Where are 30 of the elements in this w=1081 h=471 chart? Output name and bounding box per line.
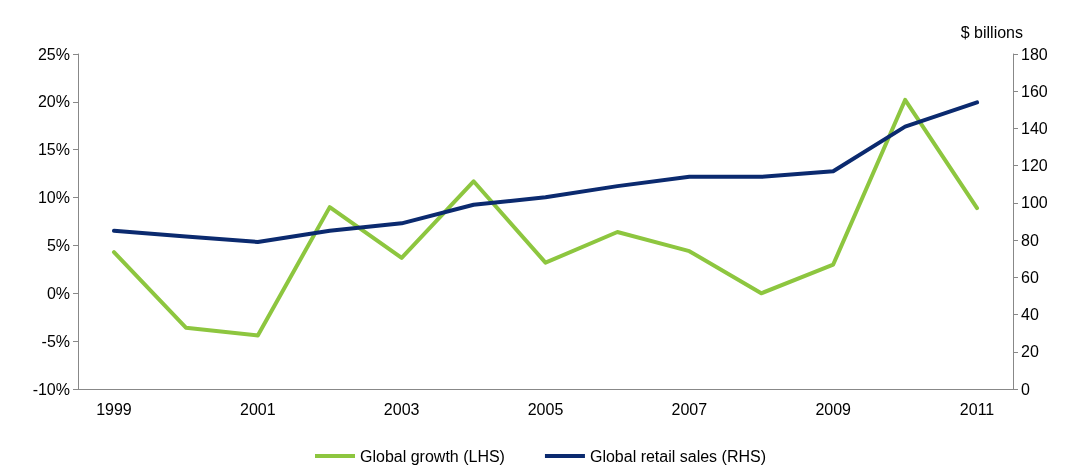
- y2-tick-label: 20: [1021, 343, 1039, 361]
- x-tick-label: 2005: [527, 400, 564, 418]
- line-series: [111, 100, 980, 244]
- y2-tick-label: 120: [1021, 157, 1048, 175]
- x-tick-label: 1999: [96, 400, 132, 418]
- y-tick-label: -5%: [41, 332, 70, 350]
- y2-tick-label: 0: [1021, 380, 1030, 398]
- y-tick-label: 10%: [37, 189, 70, 207]
- x-tick-label: 2009: [815, 400, 852, 418]
- legend-label: Global retail sales (RHS): [589, 447, 767, 465]
- line-series: [111, 97, 980, 338]
- y2-axis-title: $ billions: [960, 23, 1023, 41]
- y2-tick-label: 140: [1021, 119, 1048, 137]
- y-tick-label: 20%: [37, 93, 70, 111]
- y2-tick-label: 180: [1021, 45, 1048, 63]
- x-tick-label: 2007: [671, 400, 708, 418]
- x-tick-label: 2001: [240, 400, 276, 418]
- y2-tick-label: 160: [1021, 82, 1048, 100]
- y2-tick-label: 100: [1021, 194, 1048, 212]
- x-tick-label: 2011: [959, 400, 995, 418]
- y2-tick-label: 80: [1021, 231, 1039, 249]
- y-tick-label: 15%: [37, 141, 70, 159]
- y2-tick-label: 60: [1021, 268, 1039, 286]
- y-tick-label: -10%: [32, 380, 70, 398]
- y-tick-label: 5%: [46, 236, 70, 254]
- x-tick-label: 2003: [383, 400, 420, 418]
- y-tick-label: 25%: [37, 45, 70, 63]
- y-tick-label: 0%: [46, 284, 70, 302]
- legend-label: Global growth (LHS): [360, 447, 505, 465]
- y2-tick-label: 40: [1021, 306, 1039, 324]
